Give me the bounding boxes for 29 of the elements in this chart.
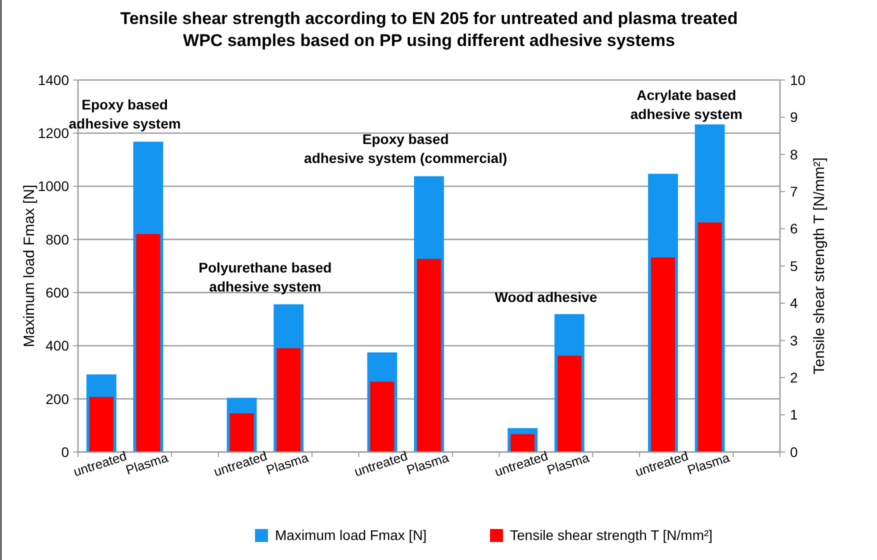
y2-tick-label: 0 (790, 444, 798, 460)
chart-title: Tensile shear strength according to EN 205 for untreated and plasma treated WPC samples based on PP using different adhesive systems (120, 9, 738, 50)
annotation: Polyurethane based adhesive system (198, 259, 332, 294)
y2-tick-label: 9 (790, 109, 798, 126)
y2-tick-label: 2 (790, 370, 798, 386)
y-tick-label: 200 (46, 390, 70, 407)
y2-tick-label: 4 (790, 295, 798, 312)
y2-tick-label: 6 (790, 220, 798, 237)
annotation: Acrylate based adhesive system (630, 87, 742, 122)
y2-tick-label: 5 (790, 258, 798, 274)
y-tick-label: 600 (46, 284, 70, 300)
y-tick-label: 0 (61, 444, 70, 460)
annotation: Epoxy based adhesive system (68, 96, 181, 132)
y2-tick-label: 3 (790, 332, 798, 348)
y-tick-label: 1400 (38, 72, 70, 88)
y2-tick-label: 8 (790, 146, 798, 162)
y-tick-label: 1200 (38, 125, 70, 142)
y-axis-title: Maximum load Fmax [N] (21, 184, 38, 348)
y-tick-label: 400 (46, 338, 70, 354)
legend-label: Maximum load Fmax [N] (275, 527, 427, 543)
y2-axis-title: Tensile shear strength T [N/mm²] (811, 157, 828, 375)
annotation: Wood adhesive (494, 289, 598, 306)
y2-tick-label: 1 (790, 406, 798, 423)
legend-label: Tensile shear strength T [N/mm²] (510, 527, 713, 543)
annotation: Epoxy based adhesive system (commercial) (304, 131, 508, 166)
y2-tick-label: 7 (790, 184, 798, 200)
y-tick-label: 800 (46, 231, 70, 248)
y-tick-label: 1000 (38, 178, 70, 194)
y2-tick-label: 10 (790, 72, 806, 88)
